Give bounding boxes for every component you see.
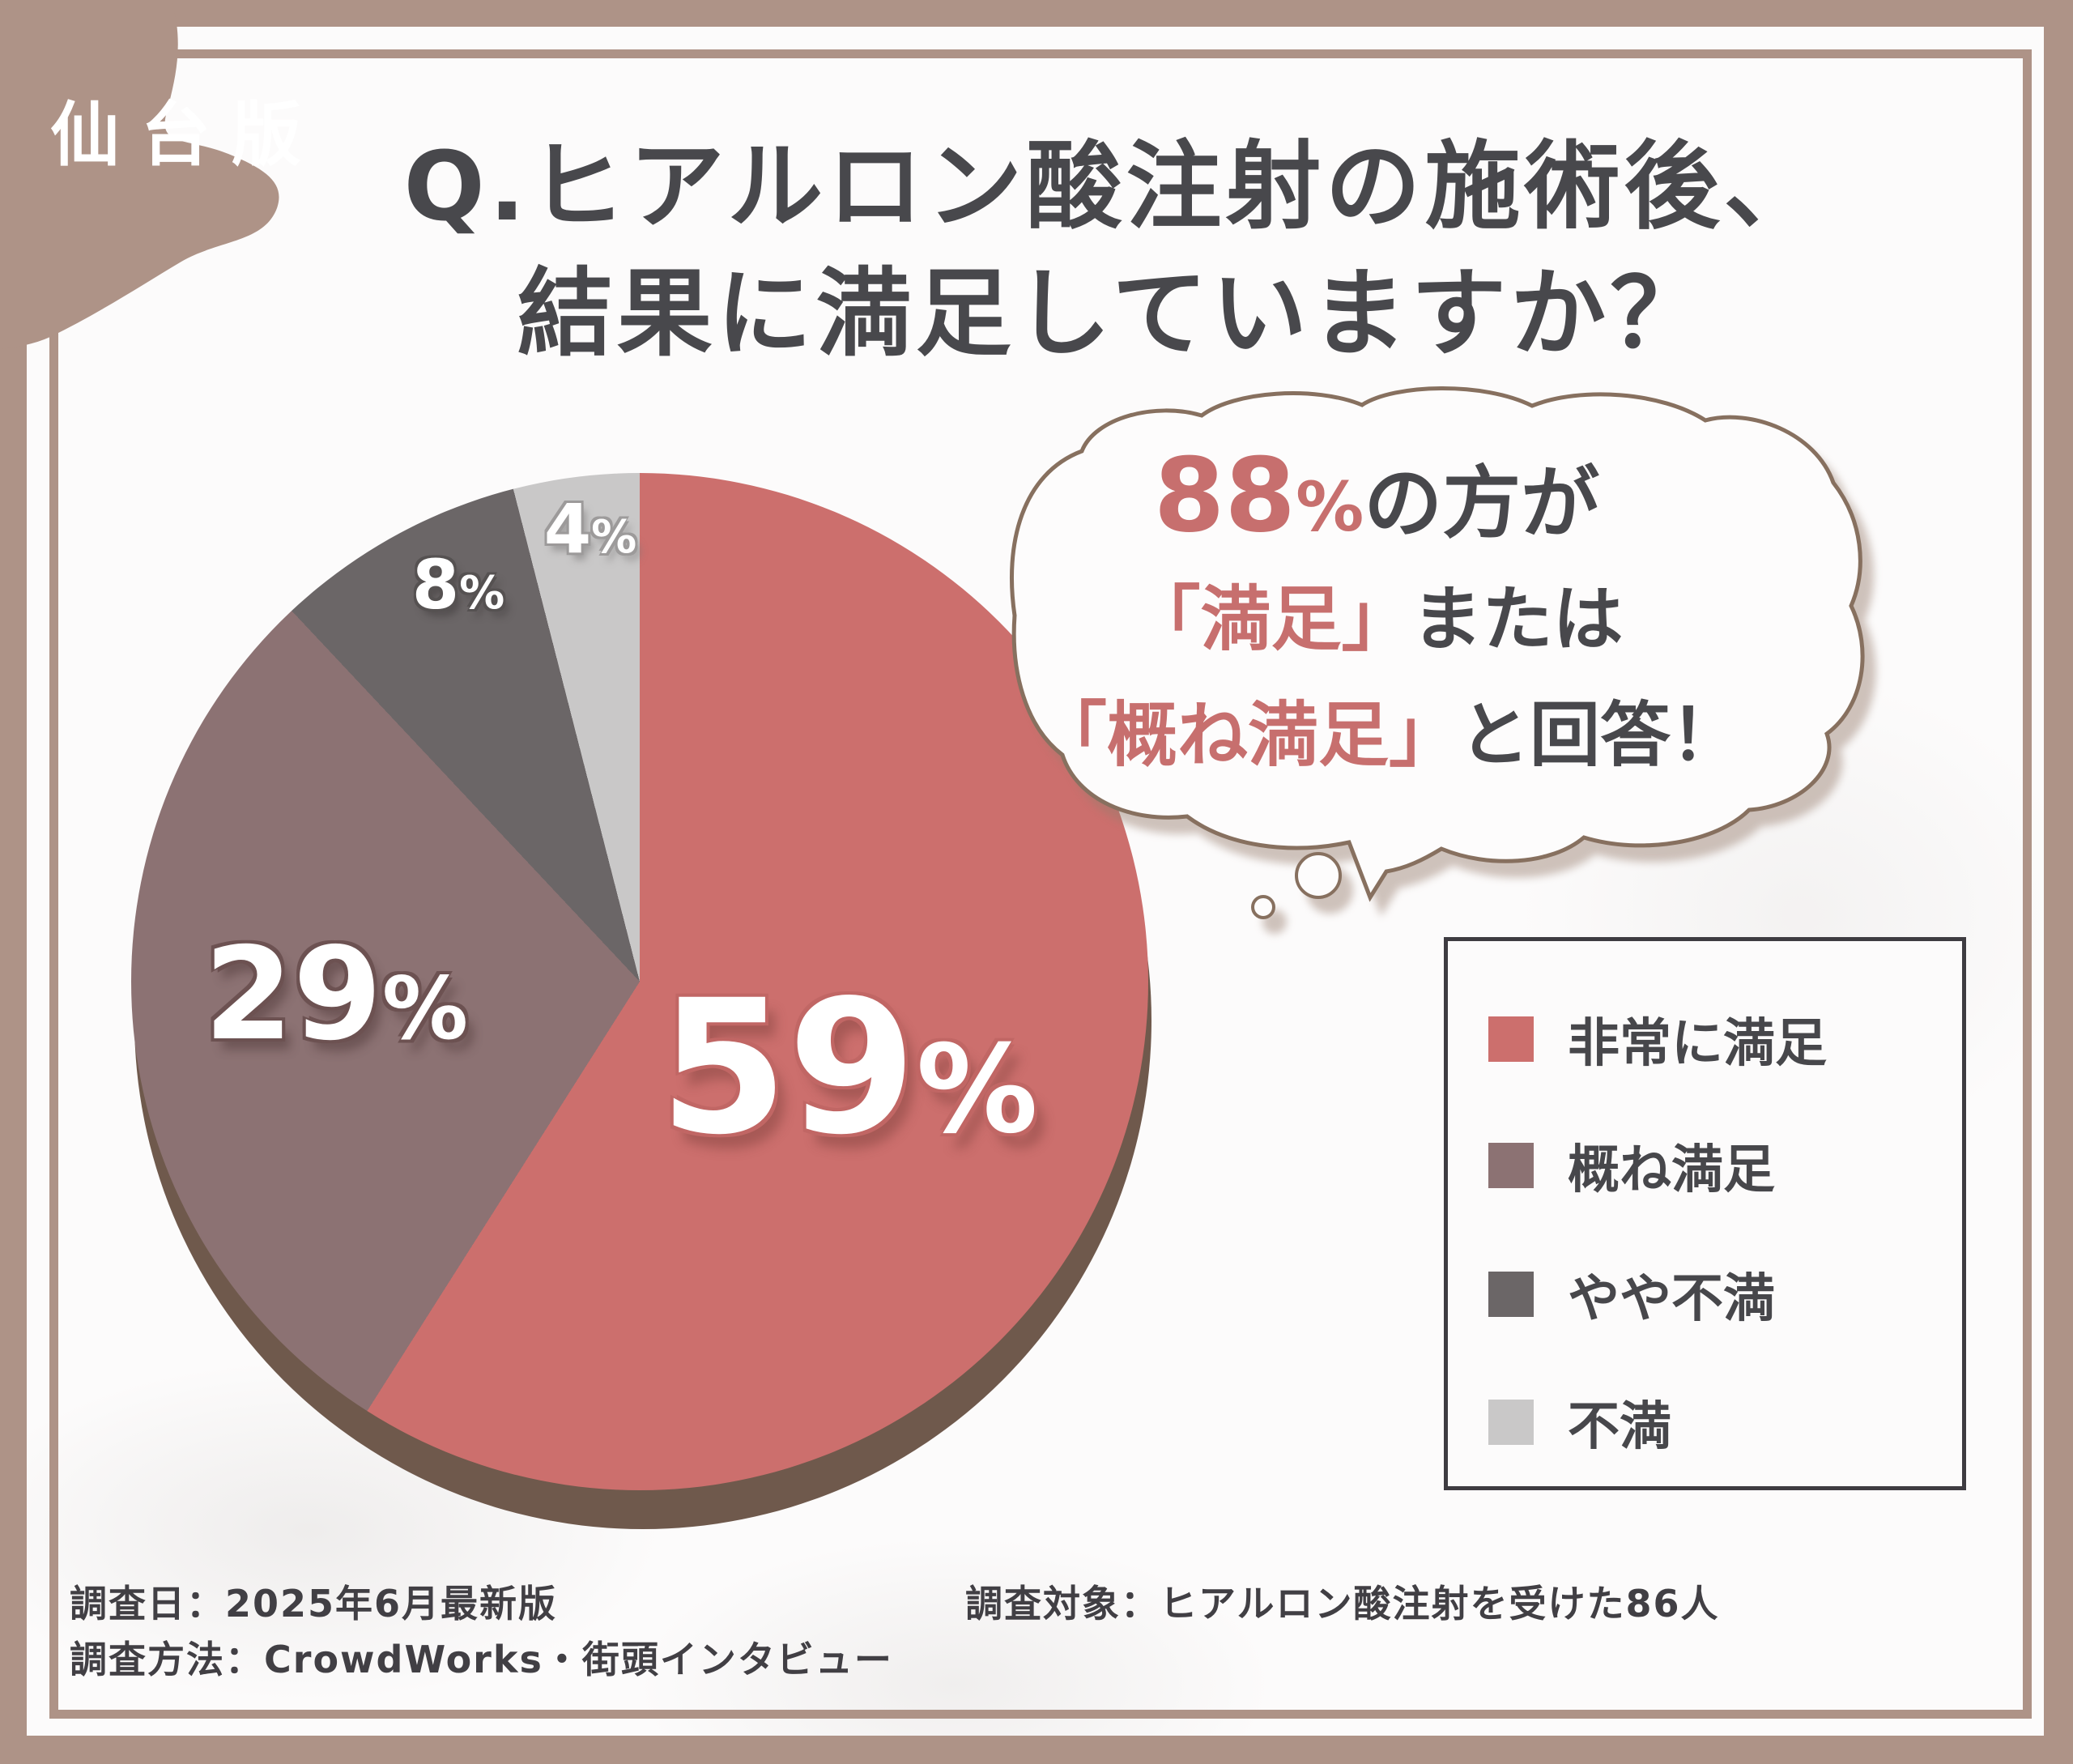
bubble-highlight-satisfied: 「満足」 [1130,577,1412,661]
bubble-highlight-mostly-satisfied: 「概ね満足」 [1036,693,1459,777]
legend-swatch-lightgray [1488,1400,1534,1445]
legend-item-somewhat-dissatisfied: やや不満 [1488,1257,1775,1332]
legend-label: やや不満 [1568,1269,1775,1329]
bubble-percent-sign: % [1296,467,1364,547]
legend-swatch-red [1488,1016,1534,1062]
slice-value: 8 [411,545,460,624]
page-title: Q.ヒアルロン酸注射の施術後、 結果に満足していますか？ [138,123,2073,377]
page-title-line2: 結果に満足していますか？ [517,257,1710,369]
pie-chart [131,473,1148,1490]
legend-item-very-satisfied: 非常に満足 [1488,1002,1827,1076]
slice-unit: % [381,959,469,1059]
slice-label-dissatisfied: 4% [544,495,637,563]
bubble-text-line1: 88%の方が [1154,445,1600,547]
legend-item-mostly-satisfied: 概ね満足 [1488,1128,1775,1203]
bubble-text: または [1411,577,1624,661]
survey-target-text: 調査対象：ヒアルロン酸注射を受けた86人 [965,1582,1720,1626]
slice-value: 4 [543,489,592,569]
slice-label-very-satisfied: 59% [659,975,1038,1160]
slice-value: 29 [203,920,382,1069]
legend-label: 非常に満足 [1568,1014,1827,1074]
slice-unit: % [916,1020,1038,1161]
bubble-text-line2: 「満足」または [1130,584,1624,655]
legend-label: 不満 [1568,1397,1671,1457]
slice-value: 59 [659,960,917,1175]
legend-swatch-darkgray [1488,1272,1534,1317]
survey-method-text: 調査方法：CrowdWorks・街頭インタビュー [70,1638,893,1681]
bubble-highlight-88: 88 [1153,436,1296,555]
survey-date-text: 調査日：2025年6月最新版 [70,1582,558,1626]
region-badge: 仙台版 [50,95,322,176]
slice-unit: % [591,511,637,564]
slice-label-somewhat-dissatisfied: 8% [412,551,505,619]
bubble-text: の方が [1364,458,1600,549]
page-title-line1: Q.ヒアルロン酸注射の施術後、 [403,130,1824,242]
legend-label: 概ね満足 [1568,1140,1775,1200]
bubble-text-line3: 「概ね満足」と回答！ [1036,700,1741,771]
bubble-text: と回答！ [1459,693,1741,777]
slice-unit: % [459,567,505,620]
slice-label-mostly-satisfied: 29% [204,931,468,1059]
legend-swatch-mauve [1488,1143,1534,1188]
inner-frame-border [49,49,2032,1719]
legend-item-dissatisfied: 不満 [1488,1385,1671,1459]
